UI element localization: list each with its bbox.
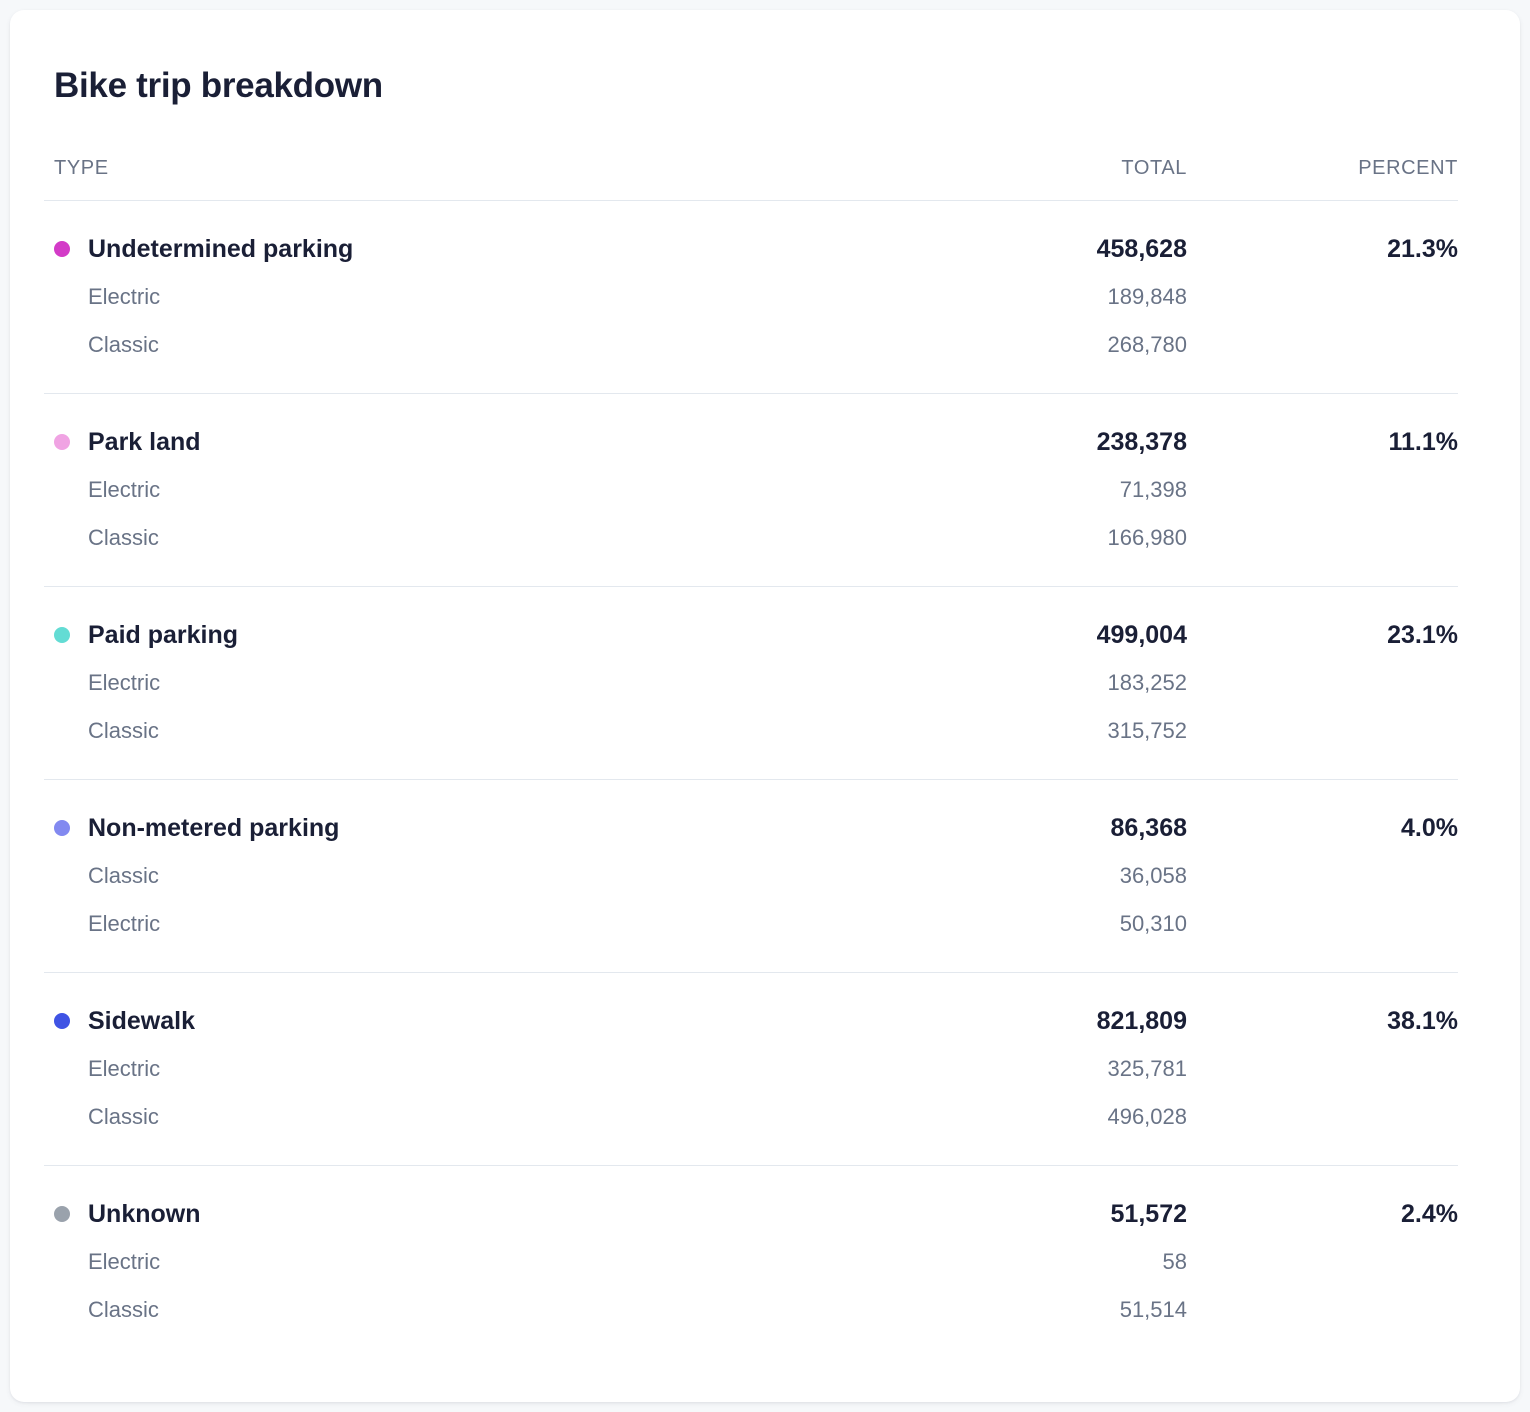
- subcategory-value: 50,310: [1119, 911, 1187, 936]
- category-label: Sidewalk: [88, 1006, 195, 1035]
- subcategory-value: 268,780: [1107, 332, 1187, 357]
- subcategory-label: Classic: [88, 1297, 159, 1322]
- column-header-percent: PERCENT: [1358, 157, 1458, 179]
- table-subrow: Classic 315,752: [44, 707, 1458, 755]
- subcategory-value: 183,252: [1107, 670, 1187, 695]
- subcategory-label: Electric: [88, 670, 161, 695]
- subcategory-value: 189,848: [1107, 284, 1187, 309]
- subcategory-label: Electric: [88, 911, 161, 936]
- subcategory-value: 71,398: [1119, 477, 1187, 502]
- category-color-dot: [54, 241, 70, 257]
- category-total: 86,368: [1110, 813, 1187, 842]
- table-row: Park land 238,378 11.1%: [44, 418, 1458, 466]
- column-header-type: TYPE: [54, 157, 109, 179]
- category-label: Undetermined parking: [88, 234, 354, 263]
- table-row: Undetermined parking 458,628 21.3%: [44, 225, 1458, 273]
- table-row-group: Undetermined parking 458,628 21.3% Elect…: [44, 201, 1458, 394]
- subcategory-value: 496,028: [1107, 1104, 1187, 1129]
- subcategory-label: Electric: [88, 1249, 161, 1274]
- category-total: 458,628: [1096, 234, 1187, 263]
- subcategory-label: Classic: [88, 1104, 159, 1129]
- table-subrow: Classic 496,028: [44, 1093, 1458, 1141]
- table-row-group: Sidewalk 821,809 38.1% Electric 325,781 …: [44, 973, 1458, 1166]
- category-percent: 38.1%: [1387, 1006, 1458, 1035]
- table-row-group: Park land 238,378 11.1% Electric 71,398 …: [44, 394, 1458, 587]
- category-label: Park land: [88, 427, 201, 456]
- table-subrow: Classic 36,058: [44, 852, 1458, 900]
- table-subrow: Electric 189,848: [44, 273, 1458, 321]
- table-subrow: Classic 51,514: [44, 1286, 1458, 1334]
- subcategory-label: Classic: [88, 863, 159, 888]
- subcategory-value: 58: [1162, 1249, 1187, 1274]
- category-color-dot: [54, 1206, 70, 1222]
- category-color-dot: [54, 1013, 70, 1029]
- subcategory-label: Classic: [88, 718, 159, 743]
- category-color-dot: [54, 820, 70, 836]
- table-row: Sidewalk 821,809 38.1%: [44, 997, 1458, 1045]
- category-total: 499,004: [1096, 620, 1187, 649]
- table-row: Non-metered parking 86,368 4.0%: [44, 804, 1458, 852]
- card-title: Bike trip breakdown: [54, 66, 383, 105]
- table-subrow: Electric 183,252: [44, 659, 1458, 707]
- subcategory-value: 166,980: [1107, 525, 1187, 550]
- category-total: 821,809: [1096, 1006, 1187, 1035]
- category-color-dot: [54, 627, 70, 643]
- bike-trip-breakdown-card: Bike trip breakdown TYPE TOTAL PERCENT U…: [10, 10, 1520, 1402]
- subcategory-value: 315,752: [1107, 718, 1187, 743]
- category-total: 238,378: [1096, 427, 1187, 456]
- subcategory-label: Electric: [88, 284, 161, 309]
- subcategory-value: 325,781: [1107, 1056, 1187, 1081]
- subcategory-label: Classic: [88, 525, 159, 550]
- category-color-dot: [54, 434, 70, 450]
- table-subrow: Classic 268,780: [44, 321, 1458, 369]
- column-header-total: TOTAL: [1121, 157, 1187, 179]
- table-subrow: Electric 325,781: [44, 1045, 1458, 1093]
- table-subrow: Electric 71,398: [44, 466, 1458, 514]
- subcategory-label: Electric: [88, 1056, 161, 1081]
- category-percent: 4.0%: [1401, 813, 1458, 842]
- subcategory-label: Classic: [88, 332, 159, 357]
- category-label: Non-metered parking: [88, 813, 340, 842]
- category-percent: 21.3%: [1387, 234, 1458, 263]
- table-row: Unknown 51,572 2.4%: [44, 1190, 1458, 1238]
- table-header: TYPE TOTAL PERCENT: [44, 156, 1458, 201]
- category-percent: 11.1%: [1388, 427, 1458, 456]
- category-percent: 2.4%: [1401, 1199, 1458, 1228]
- table-row-group: Unknown 51,572 2.4% Electric 58 Classic …: [44, 1166, 1458, 1358]
- table-row-group: Non-metered parking 86,368 4.0% Classic …: [44, 780, 1458, 973]
- table-subrow: Classic 166,980: [44, 514, 1458, 562]
- category-label: Unknown: [88, 1199, 201, 1228]
- category-label: Paid parking: [88, 620, 239, 649]
- category-percent: 23.1%: [1387, 620, 1458, 649]
- table-subrow: Electric 58: [44, 1238, 1458, 1286]
- table-subrow: Electric 50,310: [44, 900, 1458, 948]
- subcategory-label: Electric: [88, 477, 161, 502]
- table-row: Paid parking 499,004 23.1%: [44, 611, 1458, 659]
- subcategory-value: 36,058: [1119, 863, 1187, 888]
- subcategory-value: 51,514: [1119, 1297, 1187, 1322]
- category-total: 51,572: [1110, 1199, 1187, 1228]
- table-row-group: Paid parking 499,004 23.1% Electric 183,…: [44, 587, 1458, 780]
